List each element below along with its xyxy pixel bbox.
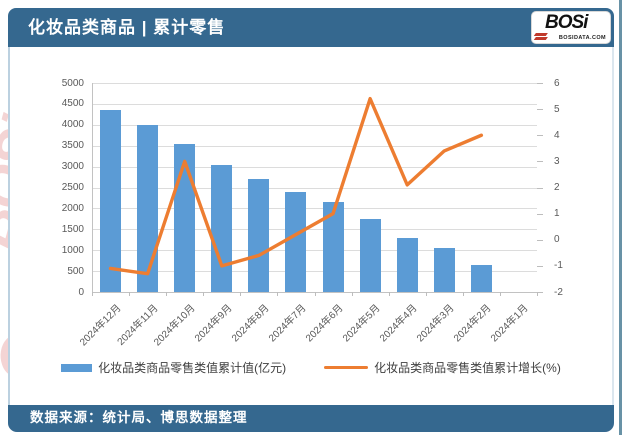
bar-2024年11月 <box>137 124 159 292</box>
bar-2024年6月 <box>322 202 344 292</box>
x-axis-tick <box>499 292 501 296</box>
bosi-logo: BOSi BOSIDATA.COM <box>531 11 611 44</box>
y-axis-label-right: 0 <box>554 234 560 246</box>
x-axis-tick <box>351 292 353 296</box>
x-axis-tick <box>425 292 427 296</box>
y-axis-label-right: 1 <box>554 208 560 220</box>
line-series-label: 化妆品类商品零售类值累计增长(%) <box>374 361 561 375</box>
right-axis-tick <box>537 109 543 111</box>
bar-2024年7月 <box>285 191 307 292</box>
h-gridline <box>92 187 537 189</box>
logo-stripes-icon <box>534 31 548 40</box>
y-axis-label-right: 4 <box>554 129 560 141</box>
h-gridline <box>92 229 537 231</box>
window-edge <box>619 0 622 435</box>
y-axis-label-left: 3500 <box>61 140 84 152</box>
bar-2024年2月 <box>470 264 492 292</box>
h-gridline <box>92 271 537 273</box>
legend-item-bar: 化妆品类商品零售类值累计值(亿元) <box>61 359 286 376</box>
logo-domain: BOSIDATA.COM <box>558 35 606 41</box>
y-axis-label-left: 1500 <box>61 223 84 235</box>
right-axis-tick <box>537 187 543 189</box>
right-axis-tick <box>537 265 543 267</box>
page-title: 化妆品类商品 | 累计零售 <box>28 18 226 37</box>
bar-2024年3月 <box>433 248 455 292</box>
x-axis-tick <box>129 292 131 296</box>
source-bar: 数据来源：统计局、博思数据整理 <box>8 405 614 432</box>
right-axis-tick <box>537 161 543 163</box>
right-axis-tick <box>537 83 543 84</box>
h-gridline <box>92 145 537 147</box>
right-axis-tick <box>537 239 543 241</box>
h-gridline <box>92 103 537 105</box>
y-axis-label-left: 4500 <box>61 98 84 110</box>
logo-wordmark: BOSi <box>545 12 588 33</box>
y-axis-label-right: 3 <box>554 155 560 167</box>
chart-area: 化妆品类商品零售类值累计值(亿元) 化妆品类商品零售类值累计增长(%) 0 500… <box>8 47 614 405</box>
h-gridline <box>92 124 537 126</box>
x-axis-tick <box>537 292 538 296</box>
right-axis-tick <box>537 292 543 293</box>
h-gridline <box>92 83 537 84</box>
y-axis-label-right: 5 <box>554 103 560 115</box>
bar-series-label: 化妆品类商品零售类值累计值(亿元) <box>98 361 287 375</box>
bar-2024年8月 <box>248 179 270 292</box>
chart-legend: 化妆品类商品零售类值累计值(亿元) 化妆品类商品零售类值累计增长(%) <box>10 359 612 376</box>
right-axis-tick <box>537 135 543 137</box>
y-axis-label-right: -1 <box>554 260 563 272</box>
y-axis-label-left: 5000 <box>61 77 84 89</box>
line-series-swatch <box>324 365 369 370</box>
y-axis-label-left: 1000 <box>61 244 84 256</box>
x-axis-tick <box>203 292 205 296</box>
y-axis-label-left: 0 <box>78 286 84 298</box>
bar-2024年12月 <box>100 110 122 292</box>
bar-2024年4月 <box>396 237 418 292</box>
h-gridline <box>92 250 537 252</box>
report-card: 化妆品类商品 | 累计零售 BOSi BOSIDATA.COM 化妆品类商品零售… <box>8 8 614 432</box>
y-axis-label-right: 6 <box>554 77 560 89</box>
h-gridline <box>92 208 537 210</box>
bar-2024年5月 <box>359 218 381 292</box>
y-axis-line <box>92 83 93 292</box>
y-axis-label-left: 2000 <box>61 202 84 214</box>
y-axis-label-right: -2 <box>554 286 563 298</box>
bar-series-swatch <box>61 363 93 372</box>
y-axis-label-left: 500 <box>67 265 84 277</box>
x-axis-tick <box>166 292 168 296</box>
data-source-text: 数据来源：统计局、博思数据整理 <box>30 410 248 425</box>
bar-2024年9月 <box>211 164 233 292</box>
y-axis-label-right: 2 <box>554 182 560 193</box>
legend-item-line: 化妆品类商品零售类值累计增长(%) <box>324 359 561 376</box>
growth-line <box>108 96 484 276</box>
x-axis-tick <box>462 292 464 296</box>
x-axis-tick <box>277 292 279 296</box>
title-bar: 化妆品类商品 | 累计零售 BOSi BOSIDATA.COM <box>8 8 614 47</box>
x-axis-tick <box>314 292 316 296</box>
y-axis-label-left: 3000 <box>61 161 84 173</box>
y-axis-label-left: 4000 <box>61 119 84 131</box>
right-axis-tick <box>537 213 543 215</box>
y-axis-label-left: 2500 <box>61 182 84 193</box>
x-axis-tick <box>92 292 93 296</box>
h-gridline <box>92 166 537 168</box>
x-axis-tick <box>240 292 242 296</box>
x-axis-tick <box>388 292 390 296</box>
